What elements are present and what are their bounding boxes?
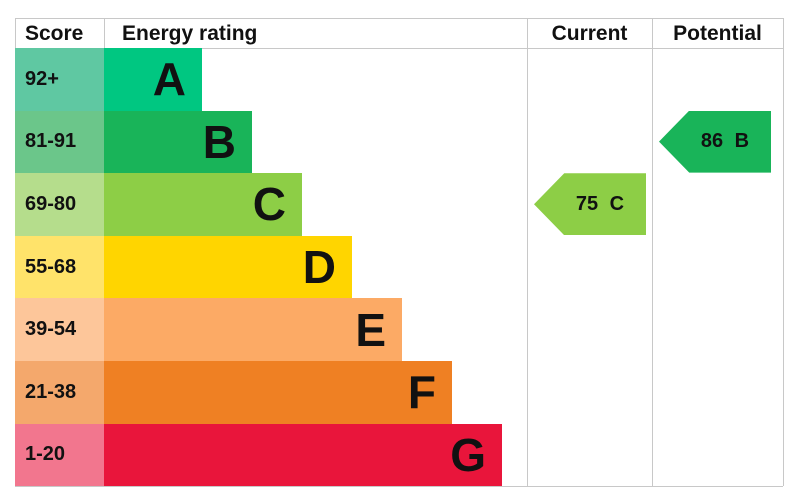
score-range-c: 69-80 xyxy=(15,173,104,236)
header-potential: Potential xyxy=(673,22,762,45)
current-rating-label: 75 C xyxy=(575,192,625,215)
band-letter-g: G xyxy=(450,428,486,481)
band-bar-f: F xyxy=(104,361,452,424)
potential-rating-label: 86 B xyxy=(700,130,750,153)
band-bar-a: A xyxy=(104,48,202,111)
header-energy-rating: Energy rating xyxy=(122,22,258,45)
score-range-a: 92+ xyxy=(15,48,104,111)
band-bar-e: E xyxy=(104,298,402,361)
band-bar-b: B xyxy=(104,110,252,174)
current-rating-arrow: 75 C xyxy=(534,173,646,236)
potential-rating-arrow: 86 B xyxy=(659,110,771,173)
current-divider xyxy=(527,18,528,486)
top-border xyxy=(15,18,783,19)
score-divider xyxy=(104,18,105,48)
score-range-e: 39-54 xyxy=(15,298,104,361)
potential-divider xyxy=(652,18,653,486)
header-score: Score xyxy=(25,22,84,45)
right-border xyxy=(783,18,784,486)
band-letter-a: A xyxy=(152,53,186,106)
band-bar-c: C xyxy=(104,173,302,236)
band-letter-c: C xyxy=(252,178,286,231)
bottom-border xyxy=(15,486,783,487)
score-range-b: 81-91 xyxy=(15,110,104,174)
header-divider xyxy=(15,48,783,49)
band-letter-f: F xyxy=(407,366,436,419)
band-bar-g: G xyxy=(104,423,502,487)
band-bar-d: D xyxy=(104,235,352,299)
score-range-g: 1-20 xyxy=(15,423,104,487)
band-letter-d: D xyxy=(302,241,336,294)
band-letter-b: B xyxy=(202,115,236,168)
score-range-f: 21-38 xyxy=(15,361,104,424)
score-range-d: 55-68 xyxy=(15,235,104,299)
band-letter-e: E xyxy=(355,303,386,356)
header-current: Current xyxy=(551,22,628,45)
